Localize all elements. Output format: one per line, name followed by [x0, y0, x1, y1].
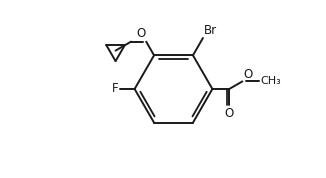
Text: Br: Br [204, 24, 217, 37]
Text: CH₃: CH₃ [260, 76, 281, 87]
Text: O: O [225, 107, 234, 120]
Text: O: O [243, 68, 252, 81]
Text: F: F [112, 82, 119, 96]
Text: O: O [136, 27, 145, 40]
